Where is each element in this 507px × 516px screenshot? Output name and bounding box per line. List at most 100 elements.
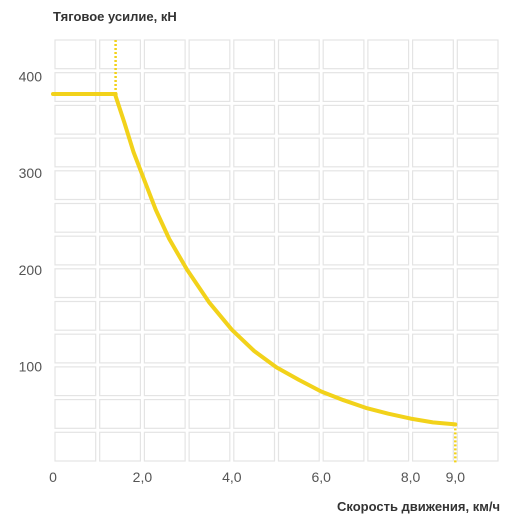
chart-grid	[54, 39, 499, 462]
grid-cell	[54, 170, 97, 201]
grid-cell	[456, 72, 499, 102]
grid-cell	[277, 366, 320, 397]
grid-cell	[188, 137, 231, 168]
y-tick-label: 300	[19, 165, 43, 181]
grid-cell	[456, 39, 499, 70]
grid-cell	[99, 170, 141, 201]
grid-cell	[233, 235, 276, 266]
grid-cell	[277, 39, 320, 70]
grid-cell	[412, 39, 454, 70]
grid-cell	[99, 431, 141, 462]
grid-cell	[54, 300, 97, 331]
grid-cell	[143, 268, 186, 299]
grid-cell	[322, 202, 365, 233]
grid-cell	[188, 235, 231, 266]
grid-cell	[233, 300, 276, 331]
grid-cell	[456, 104, 499, 135]
grid-cell	[99, 39, 141, 70]
grid-cell	[233, 268, 276, 299]
grid-cell	[143, 300, 186, 331]
grid-cell	[456, 399, 499, 429]
y-tick-label: 200	[19, 262, 43, 278]
grid-cell	[412, 333, 454, 364]
grid-cell	[143, 431, 186, 462]
grid-cell	[99, 268, 141, 299]
grid-cell	[143, 39, 186, 70]
grid-cell	[412, 300, 454, 331]
grid-cell	[233, 366, 276, 397]
grid-cell	[456, 333, 499, 364]
grid-cell	[277, 104, 320, 135]
grid-cell	[322, 137, 365, 168]
grid-cell	[367, 268, 410, 299]
grid-cell	[233, 333, 276, 364]
grid-cell	[412, 104, 454, 135]
grid-cell	[233, 431, 276, 462]
x-tick-label: 0	[49, 469, 57, 485]
grid-cell	[277, 399, 320, 429]
grid-cell	[367, 300, 410, 331]
grid-cell	[188, 333, 231, 364]
grid-cell	[277, 137, 320, 168]
grid-cell	[188, 39, 231, 70]
grid-cell	[188, 268, 231, 299]
marker-group	[114, 38, 457, 463]
grid-cell	[322, 72, 365, 102]
grid-cell	[322, 268, 365, 299]
grid-cell	[54, 137, 97, 168]
grid-cell	[277, 431, 320, 462]
grid-cell	[54, 366, 97, 397]
grid-cell	[322, 235, 365, 266]
grid-cell	[277, 72, 320, 102]
grid-cell	[412, 268, 454, 299]
y-tick-label: 400	[19, 69, 43, 85]
grid-cell	[277, 235, 320, 266]
grid-cell	[188, 72, 231, 102]
grid-cell	[456, 170, 499, 201]
grid-cell	[143, 72, 186, 102]
x-tick-label: 6,0	[311, 469, 331, 485]
x-axis-title: Скорость движения, км/ч	[337, 499, 500, 514]
grid-cell	[322, 333, 365, 364]
grid-cell	[367, 39, 410, 70]
series-line	[51, 92, 458, 427]
grid-cell	[99, 235, 141, 266]
grid-cell	[412, 137, 454, 168]
grid-cell	[99, 137, 141, 168]
grid-cell	[233, 104, 276, 135]
grid-cell	[412, 366, 454, 397]
grid-cell	[277, 333, 320, 364]
grid-cell	[143, 366, 186, 397]
grid-cell	[233, 137, 276, 168]
grid-cell	[456, 137, 499, 168]
grid-cell	[99, 72, 141, 102]
grid-cell	[367, 431, 410, 462]
grid-cell	[233, 202, 276, 233]
grid-cell	[412, 235, 454, 266]
grid-cell	[188, 366, 231, 397]
grid-cell	[322, 366, 365, 397]
grid-cell	[412, 202, 454, 233]
grid-cell	[54, 39, 97, 70]
grid-cell	[322, 431, 365, 462]
x-tick-label: 8,0	[401, 469, 421, 485]
grid-cell	[54, 235, 97, 266]
grid-cell	[143, 104, 186, 135]
grid-cell	[188, 170, 231, 201]
x-tick-label: 4,0	[222, 469, 242, 485]
grid-cell	[322, 170, 365, 201]
grid-cell	[456, 366, 499, 397]
grid-cell	[367, 104, 410, 135]
grid-cell	[143, 137, 186, 168]
grid-cell	[188, 399, 231, 429]
grid-cell	[99, 300, 141, 331]
y-tick-label: 100	[19, 358, 43, 374]
grid-cell	[54, 268, 97, 299]
grid-cell	[367, 235, 410, 266]
series-group	[51, 92, 458, 427]
grid-cell	[456, 235, 499, 266]
grid-cell	[99, 366, 141, 397]
grid-cell	[143, 333, 186, 364]
grid-cell	[322, 104, 365, 135]
